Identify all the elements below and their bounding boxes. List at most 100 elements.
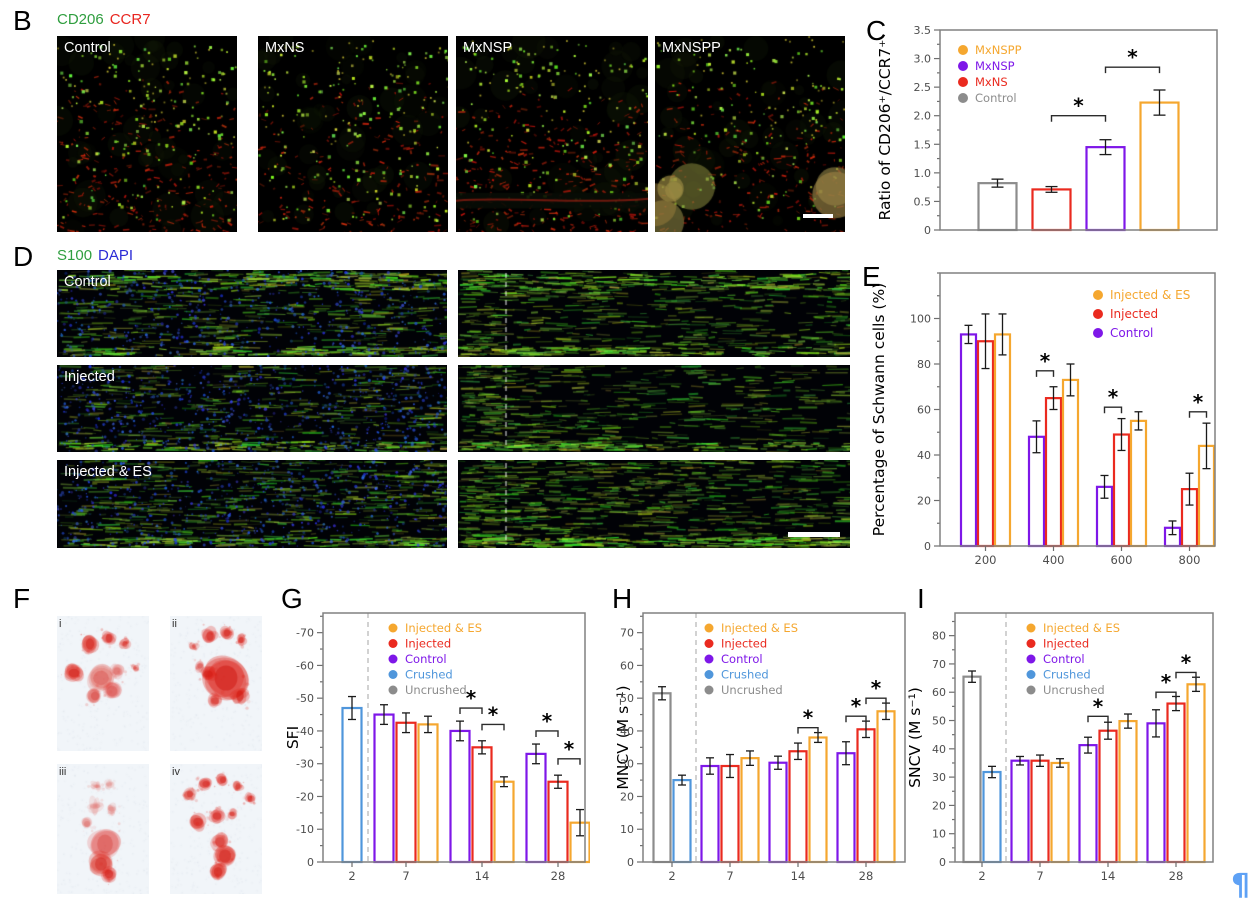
error-bar	[1049, 386, 1058, 411]
footprint-image	[57, 764, 149, 894]
panel-b-image-control: Control	[57, 36, 237, 232]
panel-d-right-injected	[458, 365, 850, 452]
bar-14-Injected & ES	[808, 736, 828, 864]
bar-600-Injected	[1112, 433, 1131, 548]
error-bar	[478, 740, 486, 755]
micrograph-cd206-ccr7-mxnspp	[655, 36, 845, 232]
svg-text:-60: -60	[296, 659, 314, 672]
panel-letter-i: I	[917, 583, 925, 614]
panel-letter-f: F	[13, 583, 31, 614]
svg-text:7: 7	[1036, 869, 1043, 883]
panel-b-markers: CD206 CCR7	[57, 11, 157, 28]
svg-text:40: 40	[620, 725, 634, 738]
panel-d-left-injected: Injected	[57, 365, 447, 452]
bars	[962, 670, 1206, 864]
error-bar	[1168, 520, 1177, 536]
bar-7-Injected & ES	[740, 757, 760, 864]
legend-dot	[1026, 623, 1036, 633]
legend-label: MxNSP	[975, 59, 1015, 73]
bar-28-Injected & ES	[1186, 683, 1206, 864]
bar-28-Injected & ES	[876, 710, 896, 864]
bar-28-Control	[1146, 722, 1166, 864]
chart-legend: Injected & ES Injected Control	[1093, 288, 1190, 340]
svg-text:7: 7	[726, 869, 733, 883]
legend-dot	[704, 639, 714, 648]
bar-7-Control	[1010, 759, 1030, 864]
legend-label: Control	[1110, 326, 1153, 340]
svg-text:0.5: 0.5	[914, 195, 932, 208]
marker-s100: S100	[57, 247, 93, 264]
micrograph-s100-injected-es	[458, 460, 850, 548]
image-label: MxNSPP	[662, 40, 721, 56]
panel-b-image-mxns: MxNS	[258, 36, 448, 232]
plot-frame	[322, 612, 586, 863]
panel-letter-c: C	[866, 15, 887, 46]
panel-letter-e: E	[862, 261, 881, 292]
significance-star: *	[1093, 694, 1104, 718]
legend-dot	[388, 685, 398, 695]
footprint-iv: iv	[170, 764, 262, 894]
chart-schwann-cells: Percentage of Schwann cells (%) 0 20 40 60 80…	[858, 258, 1258, 576]
pilcrow-icon: ¶	[1231, 868, 1251, 903]
panel-d-left-injected-es: Injected & ES	[57, 460, 447, 548]
legend-dot	[958, 77, 968, 87]
scale-bar	[788, 532, 840, 537]
svg-text:60: 60	[932, 686, 946, 699]
svg-text:70: 70	[932, 658, 946, 671]
bar-28-Injected	[1166, 702, 1186, 864]
footprint-image	[57, 616, 149, 751]
svg-text:50: 50	[620, 692, 634, 705]
svg-text:1.0: 1.0	[914, 167, 932, 180]
svg-text:2.5: 2.5	[914, 81, 932, 94]
svg-text:30: 30	[932, 771, 946, 784]
svg-text:7: 7	[402, 869, 409, 883]
svg-text:40: 40	[917, 449, 931, 462]
error-bar	[1124, 713, 1132, 729]
error-bar	[532, 743, 540, 765]
bar-14-Injected	[1098, 729, 1118, 864]
svg-text:14: 14	[475, 869, 490, 883]
bar-14-Injected & ES	[1118, 719, 1138, 864]
bar-7-Injected & ES	[1050, 761, 1070, 864]
significance-brackets: **	[1050, 45, 1161, 122]
significance-star: *	[1108, 385, 1119, 409]
svg-text:-40: -40	[296, 725, 314, 738]
error-bar	[456, 720, 464, 742]
bar--MxNSP	[1085, 146, 1126, 232]
svg-text:-50: -50	[296, 692, 314, 705]
bar-28-Control	[525, 752, 547, 864]
y-axis-label: SNCV (M s⁻¹)	[906, 687, 924, 788]
error-bar	[991, 178, 1004, 188]
image-label: Control	[64, 274, 111, 290]
panel-d-left-control: Control	[57, 270, 447, 357]
error-bar	[998, 313, 1007, 356]
micrograph-s100-dapi-control	[57, 270, 447, 357]
legend-label: Injected & ES	[1110, 288, 1190, 302]
error-bar	[1016, 755, 1024, 766]
error-bar	[842, 741, 850, 766]
svg-text:2: 2	[668, 869, 675, 883]
error-bar	[380, 704, 388, 726]
chart-sfi: SFI 0 -10 -20 -30 -40 -50 -60 -70 2 7 14 28 * * * * Injec…	[278, 586, 591, 910]
svg-text:1.5: 1.5	[914, 138, 932, 151]
error-bar	[1045, 185, 1058, 193]
bar--MxNS	[1031, 188, 1072, 232]
bar-7-Control	[373, 713, 395, 864]
chart-e-svg: Percentage of Schwann cells (%) 0 20 40 60 80…	[870, 272, 1216, 567]
significance-star: *	[466, 686, 477, 710]
bar-7-Injected & ES	[417, 723, 439, 864]
bars	[959, 313, 1216, 548]
significance-star: *	[542, 709, 553, 733]
legend-dot	[1093, 309, 1103, 319]
micrograph-s100-injected	[458, 365, 850, 452]
micrograph-s100-dapi-injected	[57, 365, 447, 452]
error-bar	[726, 753, 734, 779]
bar-600-Injected & ES	[1129, 419, 1148, 548]
legend-label: Control	[975, 91, 1017, 105]
footprint-label: iii	[59, 766, 67, 778]
error-bar	[706, 757, 714, 775]
error-bar	[1099, 139, 1112, 156]
